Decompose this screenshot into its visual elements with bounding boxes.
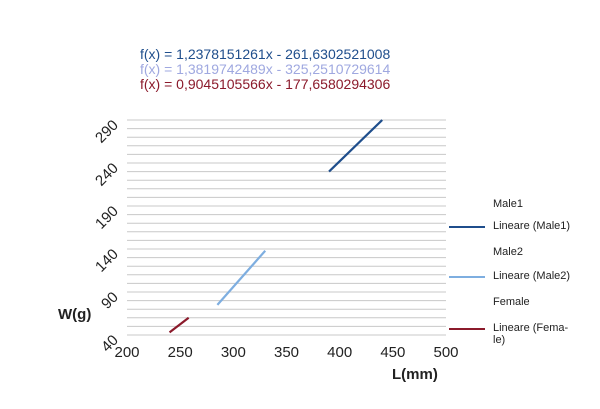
y-tick-label: 140 xyxy=(92,246,122,276)
y-tick-label: 90 xyxy=(98,289,122,313)
equation-male1: f(x) = 1,2378151261x - 261,6302521008 xyxy=(140,46,391,62)
x-tick-label: 200 xyxy=(114,344,139,361)
y-axis-title: W(g) xyxy=(58,306,92,323)
equation-female: f(x) = 0,9045105566x - 177,6580294306 xyxy=(140,76,391,92)
x-axis-title: L(mm) xyxy=(392,366,438,383)
x-tick-label: 450 xyxy=(380,344,405,361)
legend-swatch xyxy=(449,276,485,278)
y-tick-label: 290 xyxy=(92,117,122,147)
legend-label: Lineare (Male1) xyxy=(493,220,571,232)
y-tick-label: 190 xyxy=(92,203,122,233)
legend-swatch xyxy=(449,328,485,330)
legend-label: Male1 xyxy=(493,198,523,210)
x-tick-label: 500 xyxy=(433,344,458,361)
grid xyxy=(127,119,446,336)
x-tick-label: 400 xyxy=(327,344,352,361)
x-tick-label: 350 xyxy=(274,344,299,361)
x-tick-label: 250 xyxy=(168,344,193,361)
legend-label: Lineare (Fema- le) xyxy=(493,322,569,346)
x-axis-ticks: 200 250 300 350 400 450 500 xyxy=(114,344,458,361)
equation-male2: f(x) = 1,3819742489x - 325,2510729614 xyxy=(140,61,391,77)
legend-swatch xyxy=(449,226,485,228)
legend-label: Female xyxy=(493,296,530,308)
legend-label: Male2 xyxy=(493,246,523,258)
legend-label: Lineare (Male2) xyxy=(493,270,571,282)
y-tick-label: 240 xyxy=(92,160,122,190)
series-line xyxy=(216,249,267,306)
series-lines xyxy=(168,119,383,334)
series-line xyxy=(168,316,190,334)
series-line xyxy=(328,119,383,173)
x-tick-label: 300 xyxy=(221,344,246,361)
